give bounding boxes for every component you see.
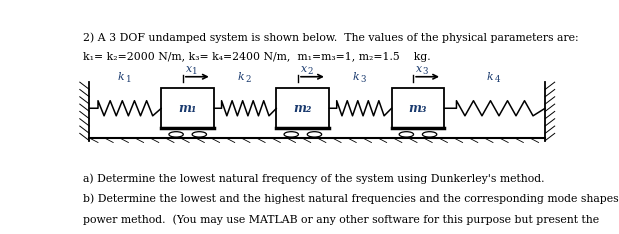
Text: power method.  (You may use MATLAB or any other software for this purpose but pr: power method. (You may use MATLAB or any… xyxy=(83,215,599,225)
Text: k: k xyxy=(237,72,244,82)
Bar xyxy=(392,88,444,128)
Text: 2: 2 xyxy=(307,67,313,76)
Text: 2: 2 xyxy=(245,75,251,84)
Bar xyxy=(162,88,214,128)
Text: 3: 3 xyxy=(423,67,428,76)
Text: 3: 3 xyxy=(361,75,366,84)
Text: m₃: m₃ xyxy=(409,102,427,115)
Text: 2) A 3 DOF undamped system is shown below.  The values of the physical parameter: 2) A 3 DOF undamped system is shown belo… xyxy=(83,33,579,43)
Text: 4: 4 xyxy=(495,75,500,84)
Text: k: k xyxy=(117,72,124,82)
Text: m₂: m₂ xyxy=(293,102,312,115)
Text: k: k xyxy=(487,72,493,82)
Bar xyxy=(277,88,329,128)
Text: x: x xyxy=(186,64,192,74)
Text: a) Determine the lowest natural frequency of the system using Dunkerley's method: a) Determine the lowest natural frequenc… xyxy=(83,173,545,184)
Text: b) Determine the lowest and the highest natural frequencies and the correspondin: b) Determine the lowest and the highest … xyxy=(83,194,619,205)
Text: 1: 1 xyxy=(192,67,197,76)
Text: k₁= k₂=2000 N/m, k₃= k₄=2400 N/m,  m₁=m₃=1, m₂=1.5    kg.: k₁= k₂=2000 N/m, k₃= k₄=2400 N/m, m₁=m₃=… xyxy=(83,51,431,62)
Text: 1: 1 xyxy=(126,75,131,84)
Text: m₁: m₁ xyxy=(178,102,197,115)
Text: x: x xyxy=(416,64,422,74)
Text: k: k xyxy=(352,72,359,82)
Text: x: x xyxy=(301,64,307,74)
